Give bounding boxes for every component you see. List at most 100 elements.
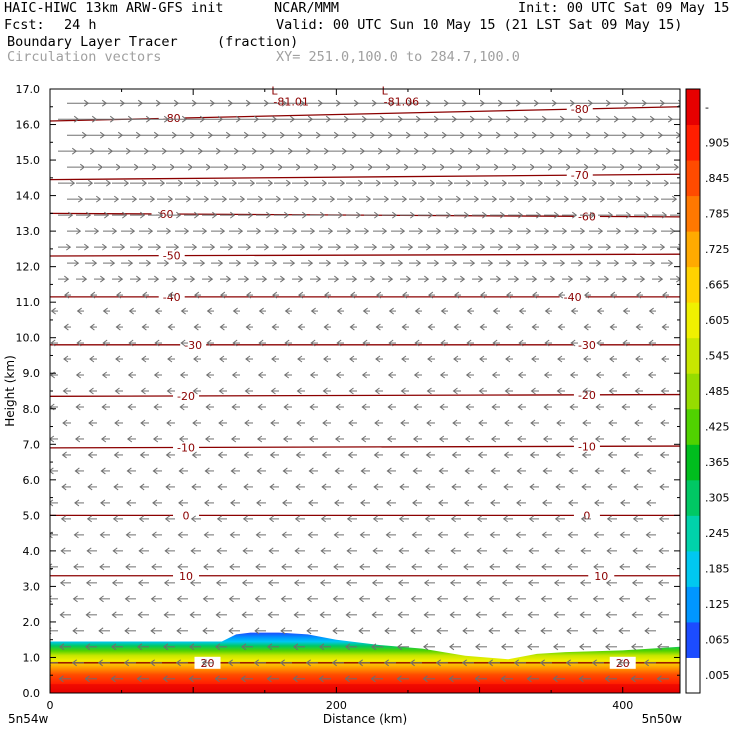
vector-arrowhead	[453, 323, 459, 331]
vector-arrowhead	[589, 211, 596, 219]
colorbar-label-3: .185	[705, 563, 730, 576]
vector-arrowhead	[87, 451, 93, 459]
vector-arrowhead	[475, 579, 482, 587]
vector-arrowhead	[434, 259, 440, 267]
vector-arrowhead	[502, 515, 509, 523]
vector-arrowhead	[578, 675, 584, 683]
vector-arrowhead	[221, 195, 228, 203]
vector-arrowhead	[101, 371, 108, 379]
vector-arrowhead	[50, 435, 55, 443]
colorbar-segment-14	[686, 160, 700, 197]
colorbar-segment-11	[686, 266, 700, 303]
vector-arrowhead	[316, 275, 322, 283]
vector-arrowhead	[615, 227, 622, 235]
vector-arrowhead	[76, 307, 82, 315]
vector-arrowhead	[493, 163, 500, 171]
vector-arrowhead	[620, 435, 627, 443]
vector-arrowhead	[542, 435, 549, 443]
vector-arrowhead	[437, 563, 443, 571]
vector-arrowhead	[528, 547, 534, 555]
vector-arrowhead	[85, 643, 91, 651]
vector-arrowhead	[138, 243, 144, 251]
contour-label-m20-0: -20	[177, 390, 195, 403]
vector-arrowhead	[525, 227, 532, 235]
vector-arrowhead	[397, 643, 403, 651]
vector-arrowhead	[642, 243, 648, 251]
vector-arrowhead	[348, 387, 354, 395]
vector-arrowhead	[228, 627, 234, 635]
vector-arrowhead	[113, 451, 119, 459]
y-tick-label-15: 15.0	[16, 154, 41, 167]
vector-arrowhead	[249, 179, 256, 187]
vector-arrowhead	[401, 195, 408, 203]
vector-arrowhead	[335, 403, 341, 411]
vector-arrowhead	[190, 547, 196, 555]
y-tick-label-14: 14.0	[16, 190, 41, 203]
vector-arrowhead	[552, 675, 558, 683]
vector-arrowhead	[215, 643, 221, 651]
vector-arrowhead	[332, 595, 338, 603]
vector-arrowhead	[167, 323, 173, 331]
vector-arrowhead	[655, 163, 662, 171]
vector-arrowhead	[569, 403, 575, 411]
vector-arrowhead	[110, 259, 116, 267]
vector-arrowhead	[544, 307, 550, 315]
vector-arrowhead	[489, 531, 495, 539]
vector-arrowhead	[529, 483, 535, 491]
contour-label-bg	[573, 440, 600, 453]
vector-arrowhead	[321, 451, 327, 459]
vector-arrowhead	[300, 243, 306, 251]
vector-arrowhead	[154, 339, 160, 347]
vector-arrowhead	[570, 339, 576, 347]
vector-arrowhead	[298, 275, 304, 283]
vector-arrowhead	[140, 387, 146, 395]
contour-label-10-1: 10	[594, 570, 608, 583]
vector-arrowhead	[124, 595, 130, 603]
y-tick-label-4: 4.0	[23, 545, 41, 558]
vector-arrowhead	[553, 579, 560, 587]
vector-arrowhead	[349, 323, 355, 331]
vector-arrowhead	[490, 435, 497, 443]
vector-arrowhead	[164, 547, 170, 555]
vector-arrowhead	[555, 179, 562, 187]
vector-arrowhead	[75, 371, 82, 379]
vector-arrowhead	[345, 227, 352, 235]
valid-time: Valid: 00 UTC Sun 10 May 15 (21 LST Sat …	[276, 17, 683, 33]
colorbar-label-8: .485	[705, 385, 730, 398]
vector-arrowhead	[566, 627, 572, 635]
contour-label-m20-1: -20	[578, 389, 596, 402]
vector-arrowhead	[596, 307, 602, 315]
vector-arrowhead	[595, 371, 602, 379]
vector-arrowhead	[85, 211, 92, 219]
contour-label-0-0: 0	[183, 509, 190, 522]
vector-arrowhead	[542, 467, 548, 475]
vector-arrowhead	[270, 419, 276, 427]
vector-arrowhead	[162, 675, 168, 683]
vector-arrowhead	[194, 291, 200, 299]
vector-arrowhead	[651, 227, 658, 235]
vector-arrowhead	[471, 227, 478, 235]
vector-arrowhead	[479, 355, 485, 363]
vector-arrowhead	[376, 291, 382, 299]
vector-arrowhead	[214, 675, 220, 683]
vector-arrowhead	[660, 419, 666, 427]
y-tick-label-8: 8.0	[23, 403, 41, 416]
vector-arrowhead	[141, 323, 147, 331]
vector-arrowhead	[211, 211, 218, 219]
vector-arrowhead	[151, 563, 157, 571]
vector-arrowhead	[659, 451, 665, 459]
vector-arrowhead	[64, 291, 70, 299]
vector-arrowhead	[352, 275, 358, 283]
vector-arrowhead	[514, 275, 520, 283]
vector-arrowhead	[177, 179, 184, 187]
vector-arrowhead	[657, 611, 663, 619]
vector-arrowhead	[515, 563, 521, 571]
vector-arrowhead	[178, 499, 184, 507]
vector-arrowhead	[427, 355, 433, 363]
vector-arrowhead	[476, 515, 483, 523]
vector-arrowhead	[205, 371, 212, 379]
vector-arrowhead	[504, 387, 510, 395]
vector-arrowhead	[505, 323, 511, 331]
vector-arrowhead	[362, 307, 368, 315]
vector-arrowhead	[398, 259, 404, 267]
